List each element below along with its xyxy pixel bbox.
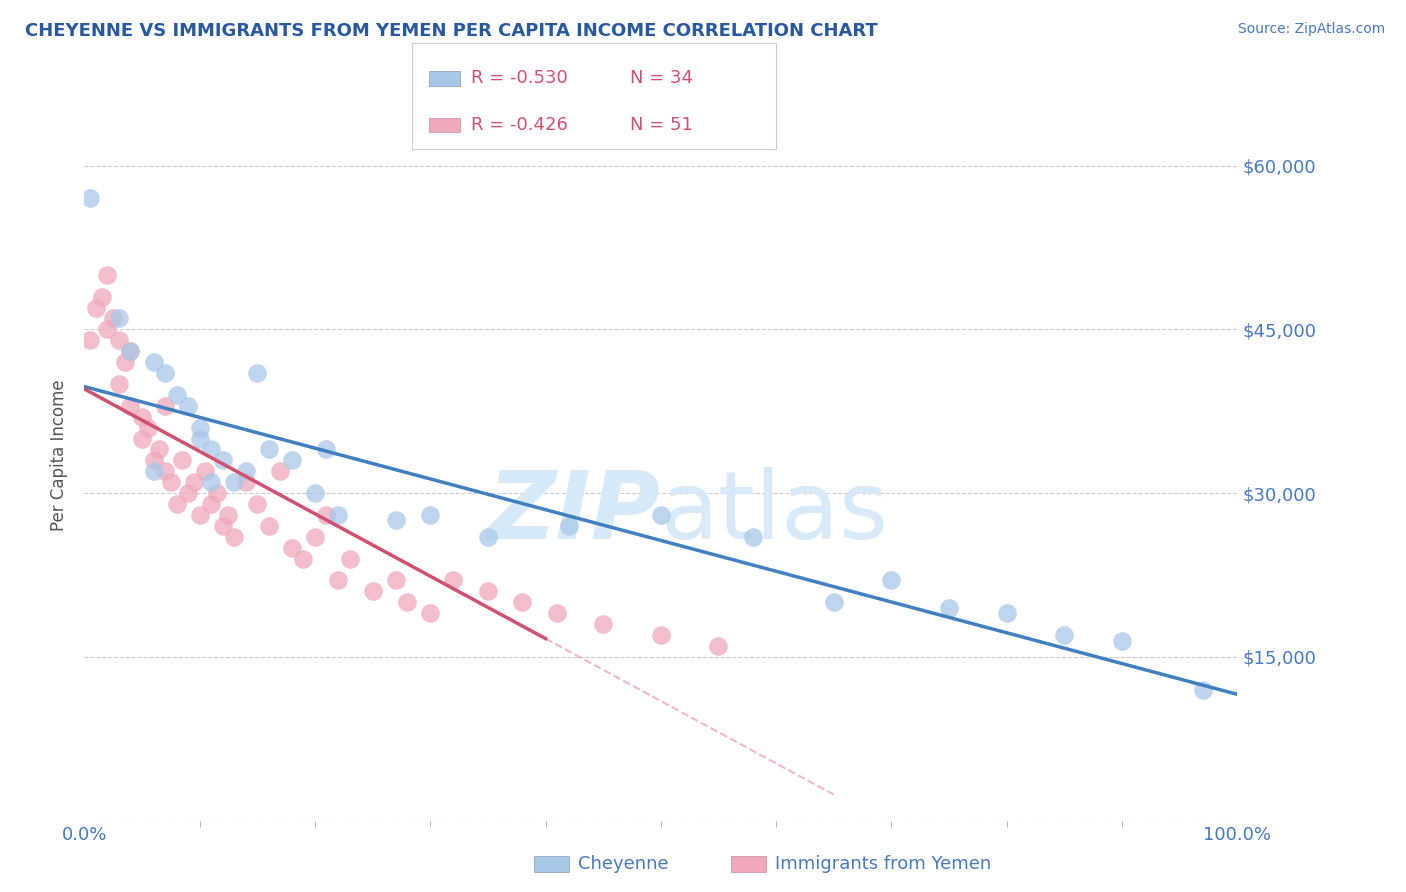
Point <box>592 617 614 632</box>
Text: CHEYENNE VS IMMIGRANTS FROM YEMEN PER CAPITA INCOME CORRELATION CHART: CHEYENNE VS IMMIGRANTS FROM YEMEN PER CA… <box>25 22 879 40</box>
Point <box>142 453 165 467</box>
Point <box>108 311 131 326</box>
Point <box>103 311 124 326</box>
Point <box>200 442 222 457</box>
Point <box>114 355 136 369</box>
Point <box>880 574 903 588</box>
Point <box>396 595 419 609</box>
Text: R = -0.426: R = -0.426 <box>471 116 568 134</box>
Point <box>477 530 499 544</box>
Text: Source: ZipAtlas.com: Source: ZipAtlas.com <box>1237 22 1385 37</box>
Point <box>257 519 280 533</box>
Point <box>419 508 441 522</box>
Point <box>166 388 188 402</box>
Point <box>200 497 222 511</box>
Point <box>419 606 441 620</box>
Point <box>315 508 337 522</box>
Point <box>131 432 153 446</box>
Text: R = -0.530: R = -0.530 <box>471 70 568 87</box>
Text: Cheyenne: Cheyenne <box>578 855 668 873</box>
Point <box>477 584 499 599</box>
Point <box>84 301 107 315</box>
Point <box>304 530 326 544</box>
Point <box>304 486 326 500</box>
Point <box>131 409 153 424</box>
Point <box>281 453 304 467</box>
Point <box>96 268 118 282</box>
Point <box>224 475 246 490</box>
Point <box>172 453 194 467</box>
Point <box>188 508 211 522</box>
Point <box>90 290 112 304</box>
Point <box>142 355 165 369</box>
Point <box>120 344 142 359</box>
Point <box>246 366 269 380</box>
Point <box>512 595 534 609</box>
Text: atlas: atlas <box>661 467 889 559</box>
Point <box>742 530 765 544</box>
Point <box>384 513 406 527</box>
Point <box>281 541 304 555</box>
Point <box>650 508 672 522</box>
Text: N = 51: N = 51 <box>630 116 693 134</box>
Point <box>177 486 200 500</box>
Point <box>292 551 315 566</box>
Point <box>211 453 233 467</box>
Point <box>79 191 101 205</box>
Point <box>153 366 176 380</box>
Point <box>557 519 579 533</box>
Point <box>177 399 200 413</box>
Point <box>142 464 165 478</box>
Point <box>384 574 406 588</box>
Point <box>257 442 280 457</box>
Point <box>153 464 176 478</box>
Text: Immigrants from Yemen: Immigrants from Yemen <box>775 855 991 873</box>
Point <box>183 475 205 490</box>
Point <box>1053 628 1076 642</box>
Point <box>326 508 349 522</box>
Point <box>188 432 211 446</box>
Point <box>823 595 845 609</box>
Point <box>224 530 246 544</box>
Point <box>246 497 269 511</box>
Point <box>235 475 257 490</box>
Point <box>96 322 118 336</box>
Point <box>211 519 233 533</box>
Point <box>235 464 257 478</box>
Point <box>153 399 176 413</box>
Point <box>441 574 464 588</box>
Point <box>361 584 384 599</box>
Text: N = 34: N = 34 <box>630 70 693 87</box>
Point <box>269 464 291 478</box>
Text: ZIP: ZIP <box>488 467 661 559</box>
Point <box>546 606 568 620</box>
Point <box>205 486 228 500</box>
Point <box>108 333 131 347</box>
Point <box>194 464 217 478</box>
Point <box>1191 682 1213 697</box>
Point <box>995 606 1018 620</box>
Point <box>707 639 730 653</box>
Point <box>108 376 131 391</box>
Point <box>120 399 142 413</box>
Point <box>79 333 101 347</box>
Point <box>188 420 211 434</box>
Point <box>650 628 672 642</box>
Point <box>326 574 349 588</box>
Point <box>166 497 188 511</box>
Point <box>938 600 960 615</box>
Point <box>1111 633 1133 648</box>
Point <box>200 475 222 490</box>
Point <box>218 508 240 522</box>
Point <box>148 442 170 457</box>
Point <box>120 344 142 359</box>
Point <box>315 442 337 457</box>
Y-axis label: Per Capita Income: Per Capita Income <box>51 379 69 531</box>
Point <box>339 551 361 566</box>
Point <box>160 475 183 490</box>
Point <box>136 420 159 434</box>
